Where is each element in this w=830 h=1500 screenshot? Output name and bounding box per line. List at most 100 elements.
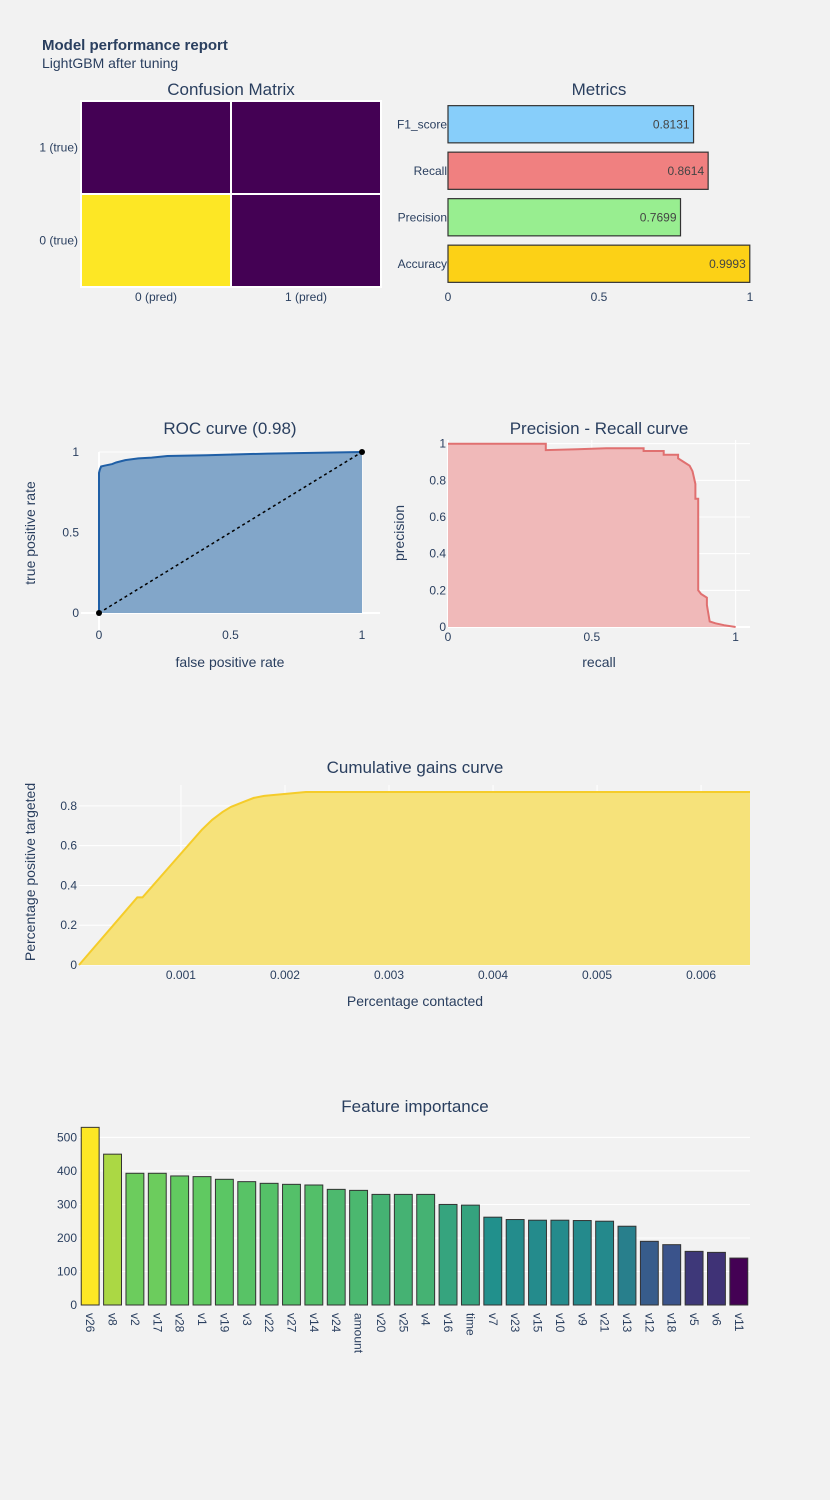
fi-x-tick: v10	[553, 1313, 567, 1333]
roc-ylabel: true positive rate	[22, 481, 38, 585]
fi-bar-v27	[282, 1183, 301, 1306]
fi-bar-v16	[438, 1203, 458, 1306]
gains-x-tick: 0.001	[166, 968, 196, 982]
fi-bar-v20	[371, 1193, 391, 1306]
metric-value-label: 0.8614	[667, 164, 704, 178]
fi-y-tick: 300	[57, 1197, 77, 1211]
roc-area-fill	[99, 452, 362, 613]
roc-diagonal-start-point	[96, 610, 102, 616]
metric-value-label: 0.9993	[709, 257, 746, 271]
fi-y-tick: 500	[57, 1130, 77, 1144]
fi-bar-v3	[237, 1181, 257, 1306]
fi-x-tick: v22	[262, 1313, 276, 1333]
pr-y-tick: 0.4	[429, 547, 446, 561]
fi-bar-v5	[684, 1250, 704, 1306]
pr-y-tick: 0.6	[429, 510, 446, 524]
fi-bar-v6	[707, 1251, 726, 1306]
fi-x-tick: v2	[128, 1313, 142, 1326]
pr-y-tick: 0	[439, 620, 446, 634]
fi-y-tick: 100	[57, 1264, 77, 1278]
cm-cell-0-0	[80, 193, 232, 288]
fi-x-tick: v17	[150, 1313, 164, 1333]
fi-y-tick: 200	[57, 1231, 77, 1245]
confusion-matrix-panel: Confusion Matrix 0 (pred) 1 (pred) 0 (true…	[39, 80, 382, 304]
metric-x-tick: 0	[445, 290, 452, 304]
metric-x-tick: 0.5	[591, 290, 608, 304]
fi-bar-v4	[416, 1193, 436, 1306]
gains-area-fill	[79, 792, 750, 965]
metric-bar-precision	[447, 198, 682, 237]
cm-x-tick: 0 (pred)	[135, 290, 177, 304]
fi-x-tick: v11	[732, 1313, 746, 1332]
cm-y-tick: 0 (true)	[39, 234, 78, 248]
fi-x-tick: v20	[374, 1313, 388, 1333]
pr-x-tick: 0	[445, 630, 452, 644]
cm-cell-1-0	[80, 100, 232, 195]
fi-bar-amount	[349, 1189, 369, 1306]
cumulative-gains-panel: Cumulative gains curve Percentage contac…	[22, 758, 750, 1009]
pr-y-tick: 0.2	[429, 583, 446, 597]
fi-bar-v1	[192, 1176, 212, 1306]
fi-x-tick: time	[463, 1313, 477, 1336]
fi-bar-v15	[528, 1219, 547, 1306]
fi-bar-v25	[393, 1193, 413, 1306]
fi-x-tick: v24	[329, 1313, 343, 1333]
metric-value-label: 0.8131	[653, 117, 690, 131]
roc-y-tick: 1	[72, 445, 79, 459]
fi-x-tick: v28	[173, 1313, 187, 1333]
fi-x-tick: v5	[687, 1313, 701, 1326]
pr-y-tick: 1	[439, 437, 446, 451]
fi-bar-v24	[326, 1188, 346, 1306]
gains-x-tick: 0.003	[374, 968, 404, 982]
fi-x-tick: v15	[531, 1313, 545, 1333]
roc-x-tick: 1	[359, 628, 366, 642]
fi-bar-v13	[617, 1225, 637, 1306]
fi-x-tick: v18	[665, 1313, 679, 1333]
gains-y-tick: 0.8	[60, 799, 77, 813]
confusion-matrix-title: Confusion Matrix	[167, 80, 295, 99]
metric-y-tick: F1_score	[397, 117, 447, 131]
fi-bar-v21	[595, 1220, 615, 1306]
metric-y-tick: Recall	[414, 164, 447, 178]
pr-curve-line	[448, 442, 736, 628]
fi-bar-v9	[572, 1220, 592, 1306]
roc-diagonal-end-point	[359, 449, 365, 455]
roc-x-tick: 0.5	[222, 628, 239, 642]
fi-bar-v19	[214, 1178, 234, 1306]
fi-x-tick: v6	[709, 1313, 723, 1326]
report-subtitle: LightGBM after tuning	[42, 55, 178, 71]
cm-cell-0-1	[230, 193, 382, 288]
gains-title: Cumulative gains curve	[327, 758, 504, 777]
metric-value-label: 0.7699	[640, 210, 677, 224]
metrics-title: Metrics	[572, 80, 627, 99]
fi-x-tick: v26	[83, 1313, 97, 1333]
fi-bar-v18	[662, 1244, 682, 1306]
gains-ylabel: Percentage positive targeted	[22, 783, 38, 961]
metric-bar-accuracy	[447, 244, 751, 283]
fi-bar-v8	[103, 1153, 122, 1306]
roc-panel: ROC curve (0.98) false positive rate tru…	[22, 419, 380, 670]
metric-bar-recall	[447, 151, 709, 190]
gains-y-tick: 0.2	[60, 918, 77, 932]
pr-xlabel: recall	[582, 654, 615, 670]
gains-x-tick: 0.004	[478, 968, 508, 982]
gains-x-tick: 0.005	[582, 968, 612, 982]
pr-x-tick: 1	[732, 630, 739, 644]
fi-bar-v12	[639, 1240, 659, 1306]
feature-importance-title: Feature importance	[341, 1097, 488, 1116]
roc-curve-line	[98, 451, 363, 613]
fi-x-tick: v14	[307, 1313, 321, 1333]
fi-x-tick: v4	[419, 1313, 433, 1326]
fi-y-tick: 0	[70, 1298, 77, 1312]
fi-x-tick: v3	[240, 1313, 254, 1326]
fi-bar-v14	[304, 1184, 324, 1306]
fi-bar-v2	[125, 1172, 145, 1306]
fi-bar-v23	[505, 1219, 525, 1306]
cm-y-tick: 1 (true)	[39, 141, 78, 155]
metrics-panel: Metrics 0.9993 Accuracy 0.7699 Precision 0.8…	[397, 80, 754, 304]
roc-y-tick: 0	[72, 606, 79, 620]
metric-bar-f1_score	[447, 105, 695, 144]
fi-x-tick: v13	[620, 1313, 634, 1333]
roc-title: ROC curve (0.98)	[163, 419, 296, 438]
